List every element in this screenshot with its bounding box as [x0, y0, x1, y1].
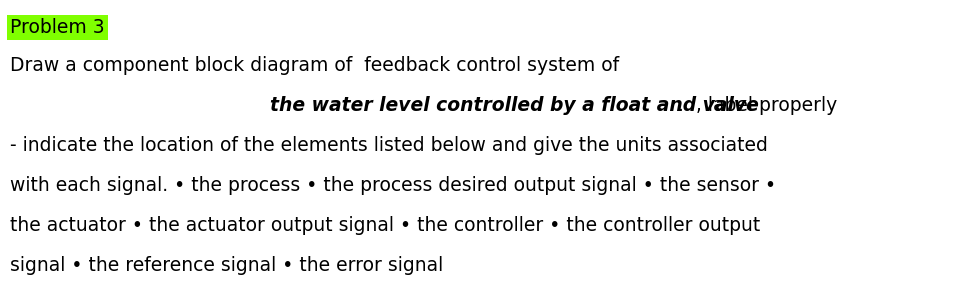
- Text: Draw a component block diagram of  feedback control system of: Draw a component block diagram of feedba…: [10, 56, 619, 75]
- Text: .  , label properly: . , label properly: [678, 96, 837, 115]
- Text: with each signal. • the process • the process desired output signal • the sensor: with each signal. • the process • the pr…: [10, 176, 776, 195]
- Text: the actuator • the actuator output signal • the controller • the controller outp: the actuator • the actuator output signa…: [10, 216, 760, 235]
- Text: Problem 3: Problem 3: [10, 18, 105, 37]
- Text: - indicate the location of the elements listed below and give the units associat: - indicate the location of the elements …: [10, 136, 768, 155]
- Text: the water level controlled by a float and valve: the water level controlled by a float an…: [270, 96, 759, 115]
- Text: signal • the reference signal • the error signal: signal • the reference signal • the erro…: [10, 256, 443, 275]
